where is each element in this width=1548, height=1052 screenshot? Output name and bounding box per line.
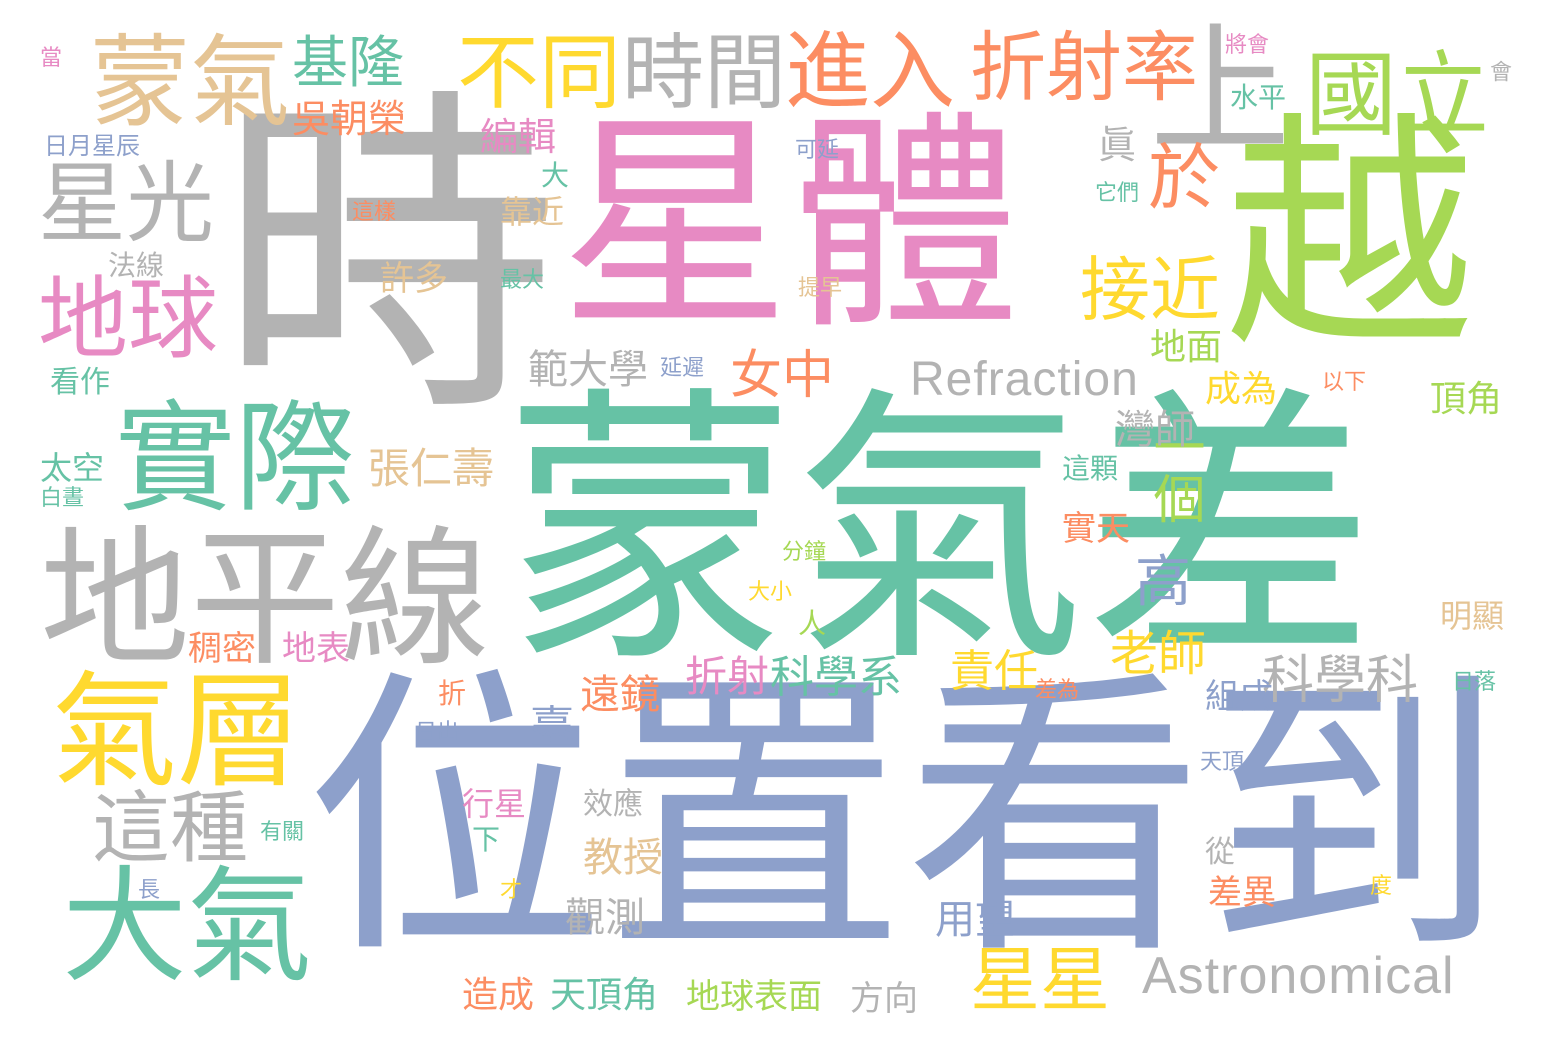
word: 明顯 [1440,597,1505,635]
word: 地面 [1150,327,1223,368]
word: 下 [472,823,501,856]
word: 度 [1370,874,1393,899]
word: 行星 [462,785,527,823]
word: 長 [138,878,161,903]
word: 延遲 [660,356,705,381]
word: 地表 [282,629,350,669]
word: 這樣 [352,200,397,225]
word: 觀測 [565,895,645,941]
word: Astronomical [1142,947,1455,1005]
word: 天頂角 [550,975,659,1016]
word: 方向 [850,979,918,1019]
word: 上 [1150,10,1291,173]
word: 編輯 [480,115,557,159]
word: 越 [1225,91,1475,382]
word: 灣師 [1115,407,1195,453]
word: 科學科 [1262,651,1419,711]
word: 基隆 [292,31,404,96]
word: 眞 [1098,123,1137,167]
word: 最大 [500,268,545,293]
word: 它們 [1095,181,1140,206]
word: 以下 [1322,370,1367,395]
word: 範大學 [528,347,648,393]
word: 才 [500,878,523,903]
word: 地球表面 [686,977,822,1017]
word: 太空 [40,449,105,487]
word: 一個 [1144,420,1204,524]
word: 用望 [935,897,1015,943]
word: 時間 [622,26,787,121]
word: 稠密 [188,629,256,669]
word: 會 [1486,60,1511,82]
word: 遠鏡 [580,672,660,718]
word: 實際 [115,390,355,529]
word: 日落 [1452,670,1497,695]
word: 大 [541,159,570,192]
word: 蒙氣 [90,24,290,141]
word: 接近 [1080,249,1220,331]
word: 氣層 [52,660,302,805]
word: 高 [1135,550,1191,615]
word: 臺 [530,702,574,753]
word: 這種 [92,784,249,874]
word: 可延 [795,138,840,163]
word: 折射率 [970,23,1198,112]
word: 不同 [457,26,622,121]
word: 張仁壽 [368,444,495,493]
word: 時 [218,62,558,458]
word: 許多 [380,259,448,299]
word: 吳朝榮 [292,97,407,141]
word: 分鐘 [782,540,827,565]
word: 大小 [748,580,793,605]
word: 從 [1205,835,1235,870]
word: 老師 [1110,626,1207,682]
word: 科學系 [770,652,902,703]
word: 頂角 [1430,379,1503,420]
word: 有關 [260,820,305,845]
word: 差為 [1035,678,1080,703]
word: 責任 [950,646,1038,697]
word: 效應 [583,787,643,822]
word: 法線 [108,249,165,282]
word: 造成 [462,975,535,1016]
word: 將會 [1225,33,1270,58]
word: 提早 [798,276,843,301]
word: 差異 [1208,873,1276,913]
word: 星光 [38,152,215,255]
word: 當 [40,46,63,71]
word: 星星 [970,939,1110,1021]
word: 成為 [1205,369,1278,410]
word: 國立 [1305,42,1490,149]
word: 實天 [1062,509,1130,549]
word: 蒙氣差 [505,364,1375,701]
word: 星體 [560,93,1021,360]
word: 進入 [785,23,956,122]
word: 地平線 [40,513,491,687]
word: 日出 [415,720,460,745]
word: 看作 [50,365,110,400]
word: 組成 [1205,677,1273,717]
word: 人 [798,607,827,640]
word: 這顆 [1062,452,1119,485]
word: 折射 [685,652,770,701]
word: 天頂 [1200,750,1245,775]
word: 水平 [1230,81,1287,114]
word: 於 [1148,136,1221,220]
word: 靠近 [500,193,565,231]
word: 折 [438,677,467,710]
word: 教授 [583,835,663,881]
word: 白晝 [40,486,85,511]
word: 日月星辰 [44,132,140,160]
word: 位置看到 [305,645,1505,994]
word: Refraction [910,353,1139,406]
word: 大氣 [62,855,312,1000]
word: 地球 [38,267,218,372]
word: 女中 [730,346,835,406]
